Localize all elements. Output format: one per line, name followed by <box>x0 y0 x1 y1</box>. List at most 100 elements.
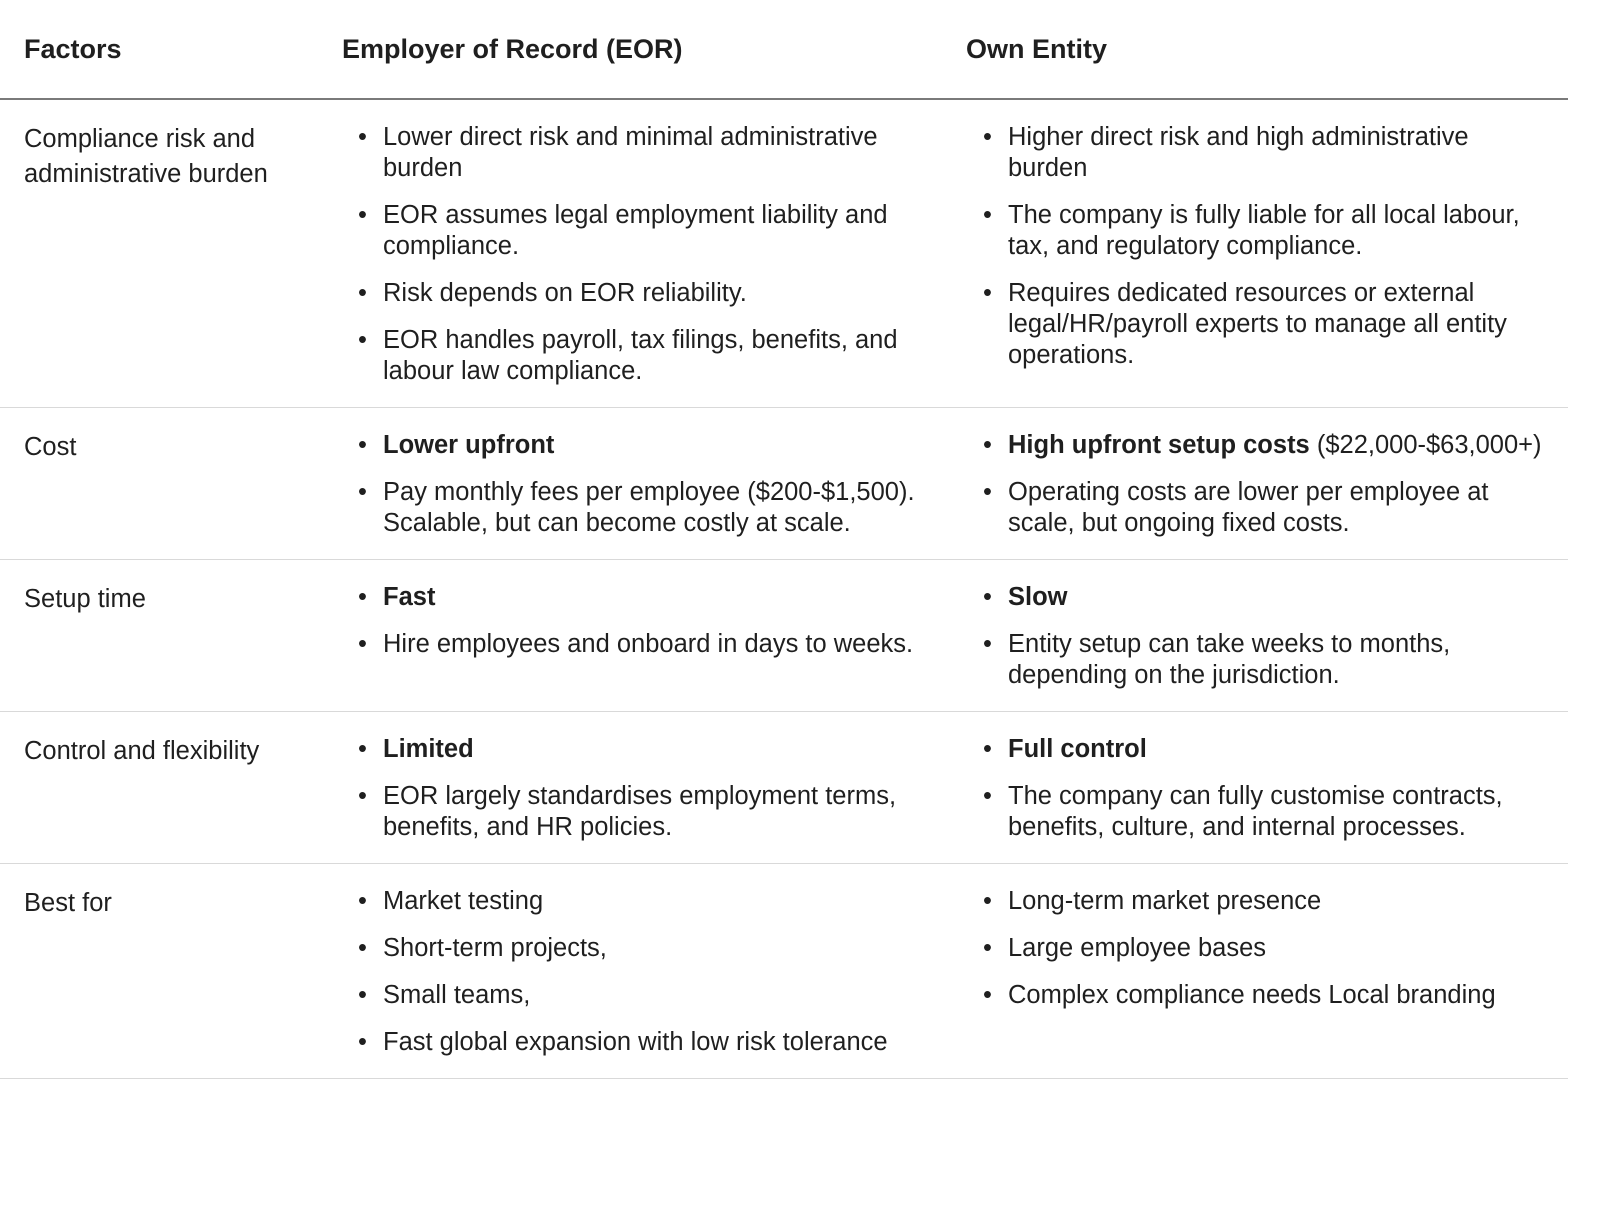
own-cell: • Slow • Entity setup can take weeks to mon… <box>966 560 1568 711</box>
list-item: • Long-term market presence <box>966 886 1568 917</box>
bullet-icon: • <box>358 981 367 1009</box>
list-item: • EOR assumes legal employment liability … <box>342 200 966 262</box>
bullet-icon: • <box>358 630 367 658</box>
item-bold-text: Limited <box>383 735 474 763</box>
factor-label: Setup time <box>24 585 146 613</box>
list-item: • Operating costs are lower per employee … <box>966 477 1568 539</box>
bullet-icon: • <box>358 887 367 915</box>
eor-list: • Lower upfront • Pay monthly fees per empl… <box>342 430 966 539</box>
list-item: • Entity setup can take weeks to months, … <box>966 629 1568 691</box>
factor-label: Best for <box>24 889 112 917</box>
header-eor: Employer of Record (EOR) <box>342 33 683 64</box>
factor-label: Compliance risk and administrative burde… <box>24 125 268 188</box>
table-row: Compliance risk and administrative burde… <box>0 100 1568 408</box>
eor-cell: • Lower upfront • Pay monthly fees per empl… <box>342 408 966 559</box>
table-row: Setup time • Fast • Hire employees and onboa… <box>0 560 1568 712</box>
list-item: • Pay monthly fees per employee ($200-$1,… <box>342 477 966 539</box>
bullet-icon: • <box>358 123 367 151</box>
item-text: Hire employees and onboard in days to we… <box>383 630 914 658</box>
own-list: • Full control • The company can fully cust… <box>966 734 1568 843</box>
eor-cell: • Lower direct risk and minimal administr… <box>342 100 966 407</box>
item-text: Complex compliance needs Local branding <box>1008 981 1496 1009</box>
header-factors: Factors <box>24 33 122 64</box>
list-item: • Complex compliance needs Local branding <box>966 980 1568 1011</box>
item-bold-text: Lower upfront <box>383 431 555 459</box>
bullet-icon: • <box>983 478 992 506</box>
factor-cell: Control and flexibility <box>0 712 342 863</box>
list-item: • Fast <box>342 582 966 613</box>
comparison-table: Factors Employer of Record (EOR) Own Ent… <box>0 0 1568 1079</box>
item-text: Small teams, <box>383 981 531 1009</box>
list-item: • The company is fully liable for all loc… <box>966 200 1568 262</box>
bullet-icon: • <box>983 279 992 307</box>
bullet-icon: • <box>983 630 992 658</box>
eor-cell: • Fast • Hire employees and onboard in days… <box>342 560 966 711</box>
list-item: • Short-term projects, <box>342 933 966 964</box>
list-item: • Market testing <box>342 886 966 917</box>
item-text: Pay monthly fees per employee ($200-$1,5… <box>383 478 915 537</box>
own-list: • Higher direct risk and high administrat… <box>966 122 1568 371</box>
bullet-icon: • <box>358 279 367 307</box>
own-list: • Long-term market presence • Large employe… <box>966 886 1568 1011</box>
factor-label: Control and flexibility <box>24 737 260 765</box>
own-cell: • Full control • The company can fully cust… <box>966 712 1568 863</box>
item-bold-text: Full control <box>1008 735 1147 763</box>
list-item: • Large employee bases <box>966 933 1568 964</box>
eor-list: • Limited • EOR largely standardises employ… <box>342 734 966 843</box>
table-row: Cost • Lower upfront • Pay monthly fees per … <box>0 408 1568 560</box>
bullet-icon: • <box>358 735 367 763</box>
list-item: • Limited <box>342 734 966 765</box>
header-own-entity: Own Entity <box>966 33 1107 64</box>
own-list: • Slow • Entity setup can take weeks to mon… <box>966 582 1568 691</box>
own-cell: • High upfront setup costs ($22,000-$63,0… <box>966 408 1568 559</box>
own-cell: • Higher direct risk and high administrat… <box>966 100 1568 407</box>
bullet-icon: • <box>983 981 992 1009</box>
item-text: Large employee bases <box>1008 934 1267 962</box>
list-item: • Small teams, <box>342 980 966 1011</box>
eor-list: • Lower direct risk and minimal administr… <box>342 122 966 387</box>
factor-cell: Setup time <box>0 560 342 711</box>
item-bold-text: High upfront setup costs <box>1008 431 1310 459</box>
factor-cell: Best for <box>0 864 342 1078</box>
list-item: • EOR handles payroll, tax filings, benef… <box>342 325 966 387</box>
bullet-icon: • <box>358 1028 367 1056</box>
table-row: Control and flexibility • Limited • EOR larg… <box>0 712 1568 864</box>
list-item: • Full control <box>966 734 1568 765</box>
item-bold-text: Fast <box>383 583 436 611</box>
item-text: Risk depends on EOR reliability. <box>383 279 747 307</box>
list-item: • EOR largely standardises employment ter… <box>342 781 966 843</box>
list-item: • Lower direct risk and minimal administr… <box>342 122 966 184</box>
factor-cell: Cost <box>0 408 342 559</box>
item-text: Short-term projects, <box>383 934 607 962</box>
item-text: Requires dedicated resources or external… <box>1008 279 1507 369</box>
own-list: • High upfront setup costs ($22,000-$63,0… <box>966 430 1568 539</box>
bullet-icon: • <box>983 201 992 229</box>
bullet-icon: • <box>983 123 992 151</box>
bullet-icon: • <box>358 782 367 810</box>
bullet-icon: • <box>983 431 992 459</box>
table-header-row: Factors Employer of Record (EOR) Own Ent… <box>0 0 1568 100</box>
item-text: Higher direct risk and high administrati… <box>1008 123 1469 182</box>
item-text: Operating costs are lower per employee a… <box>1008 478 1489 537</box>
item-text: Entity setup can take weeks to months, d… <box>1008 630 1451 689</box>
list-item: • High upfront setup costs ($22,000-$63,0… <box>966 430 1568 461</box>
item-text: EOR largely standardises employment term… <box>383 782 897 841</box>
bullet-icon: • <box>358 431 367 459</box>
eor-list: • Fast • Hire employees and onboard in days… <box>342 582 966 660</box>
item-bold-text: Slow <box>1008 583 1068 611</box>
bullet-icon: • <box>358 934 367 962</box>
bullet-icon: • <box>983 735 992 763</box>
list-item: • Hire employees and onboard in days to w… <box>342 629 966 660</box>
factor-label: Cost <box>24 433 77 461</box>
list-item: • The company can fully customise contrac… <box>966 781 1568 843</box>
item-text: EOR handles payroll, tax filings, benefi… <box>383 326 898 385</box>
eor-cell: • Limited • EOR largely standardises employ… <box>342 712 966 863</box>
list-item: • Higher direct risk and high administrat… <box>966 122 1568 184</box>
bullet-icon: • <box>983 887 992 915</box>
bullet-icon: • <box>358 583 367 611</box>
item-text: The company is fully liable for all loca… <box>1008 201 1520 260</box>
item-text: ($22,000-$63,000+) <box>1309 431 1542 459</box>
bullet-icon: • <box>983 934 992 962</box>
list-item: • Slow <box>966 582 1568 613</box>
item-text: Fast global expansion with low risk tole… <box>383 1028 888 1056</box>
